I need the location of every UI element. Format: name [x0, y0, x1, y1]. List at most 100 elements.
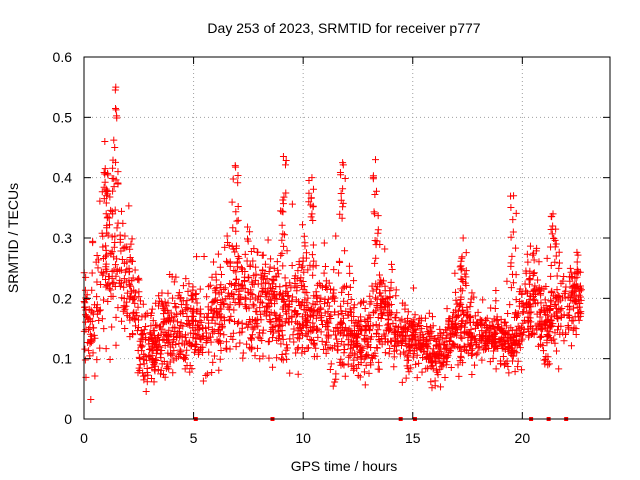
- data-point: [307, 213, 315, 221]
- data-point: [259, 326, 267, 334]
- data-point: [552, 252, 560, 260]
- data-point: [232, 227, 240, 235]
- data-point: [277, 251, 285, 259]
- data-point: [291, 282, 299, 290]
- data-point: [504, 363, 512, 371]
- data-point: [288, 261, 296, 269]
- data-point: [252, 263, 260, 271]
- data-point: [210, 352, 218, 360]
- data-point: [183, 346, 191, 354]
- data-point: [461, 270, 469, 278]
- data-point: [385, 301, 393, 309]
- data-point: [543, 311, 551, 319]
- data-point: [503, 277, 511, 285]
- data-point: [323, 331, 331, 339]
- data-point: [87, 337, 95, 345]
- data-point: [123, 312, 131, 320]
- data-point: [283, 287, 291, 295]
- data-point: [534, 276, 542, 284]
- data-point: [160, 328, 168, 336]
- data-point: [321, 262, 329, 270]
- data-point: [267, 308, 275, 316]
- data-point: [255, 292, 263, 300]
- data-point: [82, 273, 90, 281]
- data-point: [280, 193, 288, 201]
- data-point: [405, 368, 413, 376]
- data-point: [466, 303, 474, 311]
- data-point: [531, 282, 539, 290]
- data-point: [539, 347, 547, 355]
- data-point: [566, 264, 574, 272]
- data-point: [186, 362, 194, 370]
- data-point: [134, 369, 142, 377]
- data-point: [576, 268, 584, 276]
- data-point: [231, 298, 239, 306]
- data-point: [111, 239, 119, 247]
- data-point: [278, 207, 286, 215]
- data-point: [182, 351, 190, 359]
- data-point: [529, 295, 537, 303]
- data-point: [107, 249, 115, 257]
- data-point: [464, 312, 472, 320]
- data-point: [199, 377, 207, 385]
- data-point: [505, 369, 513, 377]
- data-point: [284, 293, 292, 301]
- data-point: [279, 356, 287, 364]
- data-point: [298, 262, 306, 270]
- data-point: [184, 287, 192, 295]
- data-point: [129, 310, 137, 318]
- data-point: [342, 282, 350, 290]
- data-point: [512, 326, 520, 334]
- data-point: [471, 361, 479, 369]
- data-point: [295, 260, 303, 268]
- data-point: [238, 281, 246, 289]
- data-point: [234, 258, 242, 266]
- data-point: [357, 346, 365, 354]
- data-point: [241, 301, 249, 309]
- data-point: [558, 312, 566, 320]
- data-point: [513, 312, 521, 320]
- data-point: [221, 243, 229, 251]
- data-point: [111, 232, 119, 240]
- data-point: [522, 304, 530, 312]
- data-point: [386, 325, 394, 333]
- data-point: [530, 269, 538, 277]
- data-point: [535, 286, 543, 294]
- data-point: [149, 317, 157, 325]
- data-point: [384, 309, 392, 317]
- data-point: [215, 326, 223, 334]
- data-point: [85, 305, 93, 313]
- data-point: [101, 178, 109, 186]
- data-point: [500, 361, 508, 369]
- data-point: [522, 287, 530, 295]
- data-point: [235, 291, 243, 299]
- data-point: [222, 338, 230, 346]
- data-point: [396, 317, 404, 325]
- data-point: [214, 338, 222, 346]
- data-point: [401, 350, 409, 358]
- data-point: [345, 262, 353, 270]
- data-point: [309, 185, 317, 193]
- data-point: [135, 353, 143, 361]
- data-point: [256, 355, 264, 363]
- data-point: [368, 354, 376, 362]
- data-point: [498, 334, 506, 342]
- data-point: [452, 329, 460, 337]
- data-point: [273, 295, 281, 303]
- data-point: [353, 339, 361, 347]
- data-point: [227, 312, 235, 320]
- data-point: [341, 372, 349, 380]
- data-point: [100, 169, 108, 177]
- data-point: [157, 354, 165, 362]
- data-point: [169, 369, 177, 377]
- data-point: [194, 346, 202, 354]
- data-point: [272, 315, 280, 323]
- data-point-peak: [279, 153, 287, 161]
- data-point: [97, 280, 105, 288]
- data-point: [222, 344, 230, 352]
- data-point: [418, 325, 426, 333]
- data-point: [340, 341, 348, 349]
- data-point: [210, 327, 218, 335]
- data-point: [262, 279, 270, 287]
- data-point: [290, 308, 298, 316]
